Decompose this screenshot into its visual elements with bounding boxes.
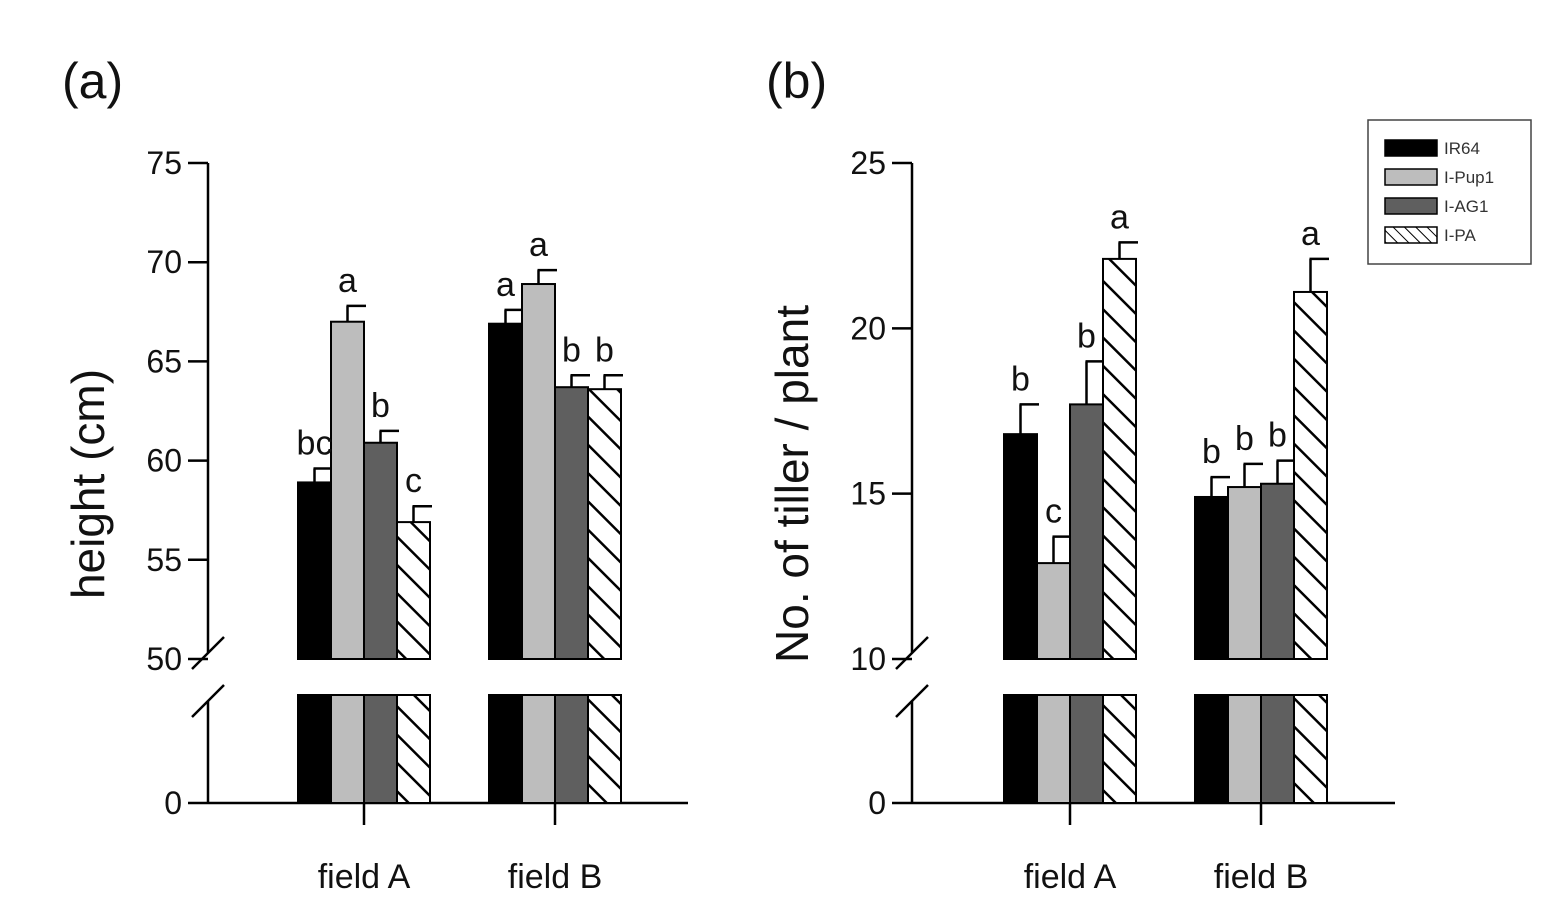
bar-i-pup1-upper — [330, 320, 365, 660]
y-tick-label: 10 — [850, 641, 886, 677]
bar-i-pup1-upper — [1036, 562, 1071, 661]
panel-a-label: (a) — [62, 53, 123, 109]
significance-letter: a — [1110, 198, 1129, 236]
legend-swatch-i-pa — [1384, 226, 1438, 244]
bar-i-ag1-upper — [363, 441, 398, 660]
panel-a-category-labels: field A field B — [318, 858, 603, 896]
panel-b-category-labels: field A field B — [1024, 858, 1309, 896]
axis-break-mark — [191, 636, 225, 670]
y-tick-label: 0 — [164, 785, 182, 821]
y-tick-label: 25 — [850, 145, 886, 181]
significance-letter: b — [371, 387, 390, 425]
panel-a-bars — [297, 268, 623, 804]
y-tick-label: 65 — [146, 343, 182, 379]
panel-b-y-axis-label: No. of tiller / plant — [766, 305, 818, 663]
panel-a-tick-labels: 0 50 55 60 65 70 75 — [146, 145, 182, 821]
bar-i-pa-upper — [1102, 257, 1137, 660]
axis-break-mark — [895, 684, 929, 718]
y-tick-label: 70 — [146, 244, 182, 280]
panel-b-bars — [1003, 241, 1329, 804]
significance-letter: b — [1268, 417, 1287, 455]
panel-a-axes — [188, 161, 688, 825]
bar-ir64-upper — [488, 322, 523, 660]
legend-swatch-i-pup1 — [1384, 168, 1438, 186]
y-tick-label: 15 — [850, 476, 886, 512]
bar-i-pup1-lower — [1036, 694, 1071, 804]
bar-i-pup1-lower — [1227, 694, 1262, 804]
y-tick-label: 55 — [146, 542, 182, 578]
panel-b-tick-labels: 0 10 15 20 25 — [850, 145, 886, 821]
significance-letter: bc — [297, 425, 333, 463]
bar-ir64-upper — [1194, 495, 1229, 660]
bar-ir64-lower — [1003, 694, 1038, 804]
y-tick-label: 50 — [146, 641, 182, 677]
bar-i-pup1-upper — [521, 283, 556, 660]
significance-letter: b — [1235, 420, 1254, 458]
bar-i-pa-upper — [1293, 290, 1328, 660]
x-category-label: field B — [1214, 858, 1309, 896]
bar-i-ag1-lower — [554, 694, 589, 804]
legend-label: IR64 — [1444, 139, 1480, 158]
bar-i-ag1-upper — [554, 386, 589, 660]
significance-letter: b — [1202, 433, 1221, 471]
legend-swatch-ir64 — [1384, 139, 1438, 157]
panel-b: (b) No. of tiller / plant 0 10 15 20 25 fiel… — [766, 53, 1395, 896]
bar-i-ag1-upper — [1260, 482, 1295, 660]
significance-letter: c — [1045, 493, 1062, 531]
bar-ir64-upper — [297, 481, 332, 661]
bar-i-pa-lower — [1293, 694, 1328, 804]
bar-i-pup1-upper — [1227, 486, 1262, 661]
axis-break-mark — [895, 636, 929, 670]
significance-letter: b — [562, 331, 581, 369]
significance-letter: b — [1011, 360, 1030, 398]
y-tick-label: 20 — [850, 310, 886, 346]
bar-ir64-upper — [1003, 433, 1038, 660]
significance-letter: b — [1077, 317, 1096, 355]
x-category-label: field B — [508, 858, 603, 896]
significance-letter: a — [529, 226, 548, 264]
legend-swatch-i-ag1 — [1384, 197, 1438, 215]
bar-i-ag1-lower — [1260, 694, 1295, 804]
bar-i-pup1-lower — [330, 694, 365, 804]
legend-label: I-AG1 — [1444, 197, 1488, 216]
x-category-label: field A — [1024, 858, 1117, 896]
bar-ir64-lower — [297, 694, 332, 804]
bar-i-ag1-lower — [1069, 694, 1104, 804]
bar-ir64-lower — [1194, 694, 1229, 804]
axis-break-mark — [191, 684, 225, 718]
bar-i-pa-upper — [396, 521, 431, 660]
x-category-label: field A — [318, 858, 411, 896]
bar-i-pa-lower — [587, 694, 622, 804]
panel-b-label: (b) — [766, 53, 827, 109]
significance-letter: b — [595, 331, 614, 369]
legend-label: I-Pup1 — [1444, 168, 1494, 187]
significance-letter: a — [496, 266, 515, 304]
bar-i-pa-lower — [1102, 694, 1137, 804]
bar-i-ag1-upper — [1069, 403, 1104, 660]
significance-letter: c — [405, 462, 422, 500]
y-tick-label: 60 — [146, 443, 182, 479]
bar-i-ag1-lower — [363, 694, 398, 804]
significance-letter: a — [1301, 215, 1320, 253]
y-tick-label: 75 — [146, 145, 182, 181]
bar-i-pa-lower — [396, 694, 431, 804]
legend-label: I-PA — [1444, 226, 1476, 245]
significance-letter: a — [338, 262, 357, 300]
bar-ir64-lower — [488, 694, 523, 804]
bar-i-pa-upper — [587, 388, 622, 660]
legend: IR64 I-Pup1 I-AG1 I-PA — [1367, 119, 1532, 265]
y-tick-label: 0 — [868, 785, 886, 821]
bar-i-pup1-lower — [521, 694, 556, 804]
panel-a-y-axis-label: height (cm) — [62, 369, 114, 599]
